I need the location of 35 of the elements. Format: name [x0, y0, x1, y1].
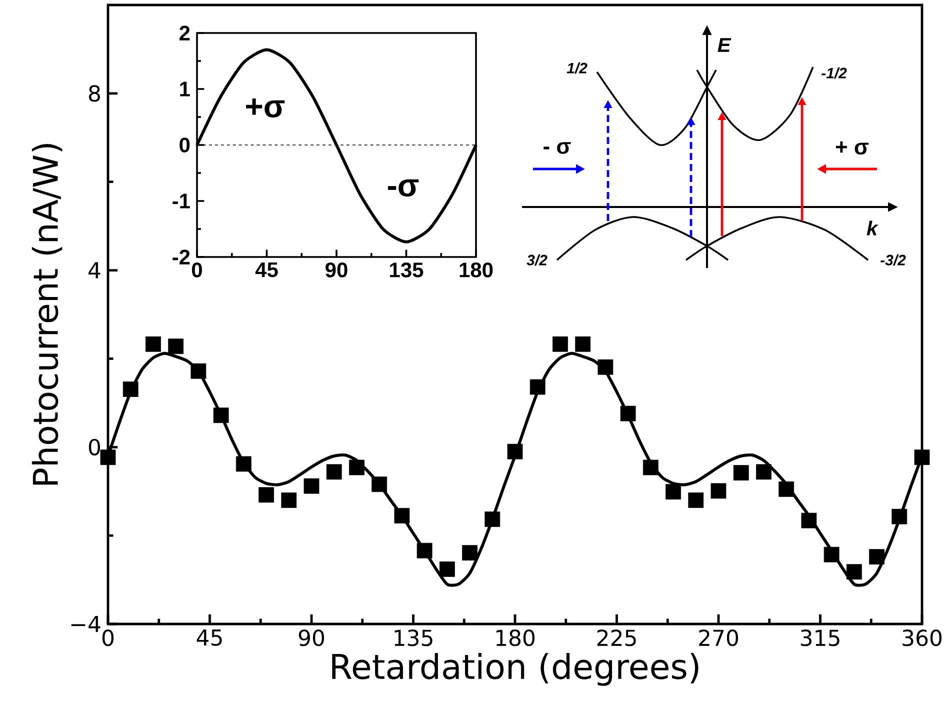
y-tick-label: 4 — [88, 262, 100, 278]
x-tick-label: 315 — [800, 630, 840, 646]
x-tick-label: 180 — [496, 630, 535, 646]
x-tick-label: 45 — [196, 630, 222, 646]
y-tick-label: −4 — [71, 616, 100, 632]
x-tick-label: 225 — [597, 630, 636, 646]
annotation: k — [866, 220, 878, 236]
x-axis-title: Retardation (degrees) — [332, 653, 698, 686]
annotation: + σ — [836, 141, 869, 155]
y-tick-label: -2 — [172, 250, 190, 264]
x-tick-label: 45 — [255, 262, 278, 278]
annotation: E — [718, 38, 732, 52]
y-tick-label: -1 — [172, 194, 190, 208]
y-tick-label: 2 — [180, 26, 190, 40]
x-tick-label: 135 — [394, 630, 432, 646]
annotation: 3/2 — [526, 254, 548, 266]
x-tick-label: 270 — [699, 630, 738, 646]
x-tick-label: 360 — [902, 630, 942, 646]
x-tick-label: 180 — [460, 262, 493, 278]
y-axis-title: Photocurrent (nA/W) — [32, 144, 62, 485]
annotation: -σ — [388, 179, 419, 197]
annotation: -1/2 — [821, 67, 847, 79]
x-tick-label: 135 — [390, 262, 424, 278]
x-tick-label: 0 — [192, 262, 202, 278]
x-tick-label: 0 — [102, 630, 114, 646]
y-tick-label: 0 — [180, 138, 190, 152]
y-tick-label: 0 — [88, 438, 100, 456]
annotation: +σ — [246, 98, 285, 118]
x-tick-label: 90 — [298, 630, 324, 646]
annotation: 1/2 — [566, 62, 588, 74]
x-tick-label: 90 — [326, 262, 348, 278]
y-tick-label: 8 — [88, 85, 100, 102]
y-tick-label: 1 — [180, 82, 190, 96]
annotation: -3/2 — [880, 254, 906, 266]
annotation: - σ — [544, 142, 571, 154]
